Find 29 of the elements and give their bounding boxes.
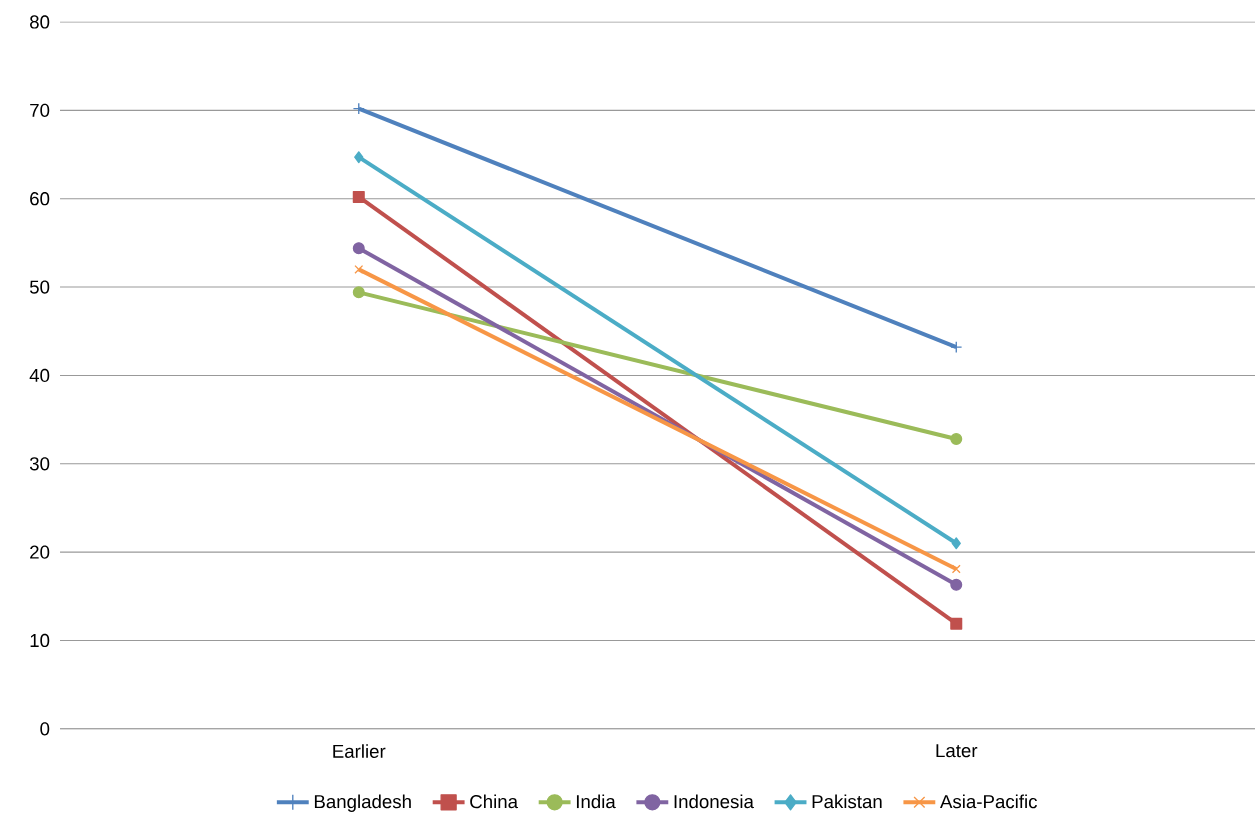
y-tick-label: 30: [29, 457, 50, 471]
point: [950, 617, 963, 630]
legend-label: Pakistan: [812, 794, 882, 809]
y-tick-label: 0: [40, 722, 50, 736]
y-tick-label: 80: [30, 15, 50, 29]
point: [950, 433, 963, 446]
legend-label: Indonesia: [674, 794, 754, 809]
legend-label: Asia-Pacific: [940, 794, 1037, 809]
point: [950, 578, 963, 591]
x-tick-label: Later: [936, 744, 978, 758]
y-tick-label: 50: [29, 280, 50, 294]
y-tick-label: 40: [29, 368, 50, 383]
y-tick-label: 70: [30, 103, 50, 118]
y-tick-label: 60: [30, 192, 50, 206]
x-tick-label: Earlier: [333, 744, 386, 759]
point: [352, 242, 365, 255]
point: [352, 286, 365, 299]
y-tick-label: 20: [30, 545, 50, 559]
legend-label: India: [576, 794, 616, 809]
point: [950, 341, 963, 354]
point: [354, 151, 364, 164]
point: [352, 191, 365, 204]
point: [951, 564, 961, 574]
y-tick-label: 10: [30, 633, 50, 648]
point: [951, 537, 961, 550]
legend-label: Bangladesh: [314, 794, 411, 812]
point: [352, 102, 365, 115]
point: [354, 265, 364, 274]
legend-label: China: [470, 794, 519, 809]
